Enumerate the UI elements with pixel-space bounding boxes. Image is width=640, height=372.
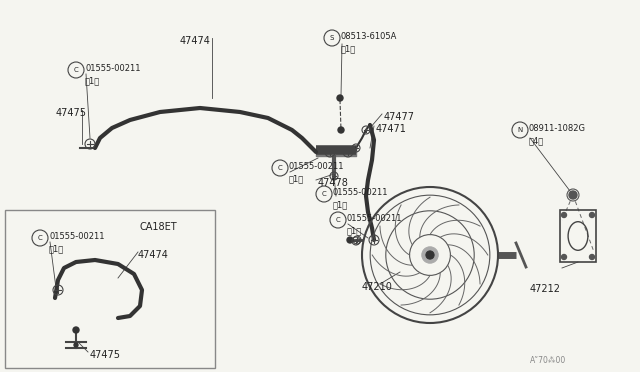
Text: C: C bbox=[322, 191, 326, 197]
Bar bbox=[560, 210, 596, 262]
Circle shape bbox=[589, 212, 595, 218]
Text: 08513-6105A: 08513-6105A bbox=[341, 32, 397, 41]
Text: 01555-00211: 01555-00211 bbox=[333, 187, 388, 196]
Circle shape bbox=[569, 191, 577, 199]
Text: 1）: 1） bbox=[341, 44, 356, 53]
Text: 47478: 47478 bbox=[318, 178, 349, 188]
Text: 1）: 1） bbox=[49, 244, 64, 253]
Text: 1）: 1） bbox=[333, 200, 348, 209]
Circle shape bbox=[74, 343, 78, 347]
Text: CA18ET: CA18ET bbox=[140, 222, 178, 232]
Text: 08911-1082G: 08911-1082G bbox=[529, 124, 586, 132]
Circle shape bbox=[561, 254, 566, 260]
Text: C: C bbox=[335, 217, 340, 223]
Circle shape bbox=[337, 95, 343, 101]
Text: A˜70⁂00: A˜70⁂00 bbox=[530, 356, 566, 365]
Text: 47210: 47210 bbox=[362, 282, 393, 292]
Circle shape bbox=[426, 251, 434, 259]
Text: 47475: 47475 bbox=[90, 350, 121, 360]
Text: C: C bbox=[38, 235, 42, 241]
Text: 47212: 47212 bbox=[530, 284, 561, 294]
Circle shape bbox=[347, 237, 353, 243]
Text: 01555-00211: 01555-00211 bbox=[289, 161, 344, 170]
Text: 47474: 47474 bbox=[138, 250, 169, 260]
Text: 01555-00211: 01555-00211 bbox=[347, 214, 403, 222]
Circle shape bbox=[422, 247, 438, 263]
Text: C: C bbox=[74, 67, 78, 73]
Circle shape bbox=[589, 254, 595, 260]
Text: 47471: 47471 bbox=[376, 124, 407, 134]
Text: S: S bbox=[330, 35, 334, 41]
Text: 1）: 1） bbox=[85, 76, 100, 85]
Text: 47474: 47474 bbox=[180, 36, 211, 46]
Text: 4）: 4） bbox=[529, 136, 544, 145]
Text: 01555-00211: 01555-00211 bbox=[49, 231, 104, 241]
Text: 47477: 47477 bbox=[384, 112, 415, 122]
Text: C: C bbox=[278, 165, 282, 171]
Text: 1）: 1） bbox=[347, 226, 362, 235]
Bar bbox=[5, 210, 215, 368]
Circle shape bbox=[73, 327, 79, 333]
Circle shape bbox=[561, 212, 566, 218]
Circle shape bbox=[338, 127, 344, 133]
Text: N: N bbox=[517, 127, 523, 133]
Text: 01555-00211: 01555-00211 bbox=[85, 64, 141, 73]
Text: 47475: 47475 bbox=[56, 108, 87, 118]
Text: 1）: 1） bbox=[289, 174, 304, 183]
